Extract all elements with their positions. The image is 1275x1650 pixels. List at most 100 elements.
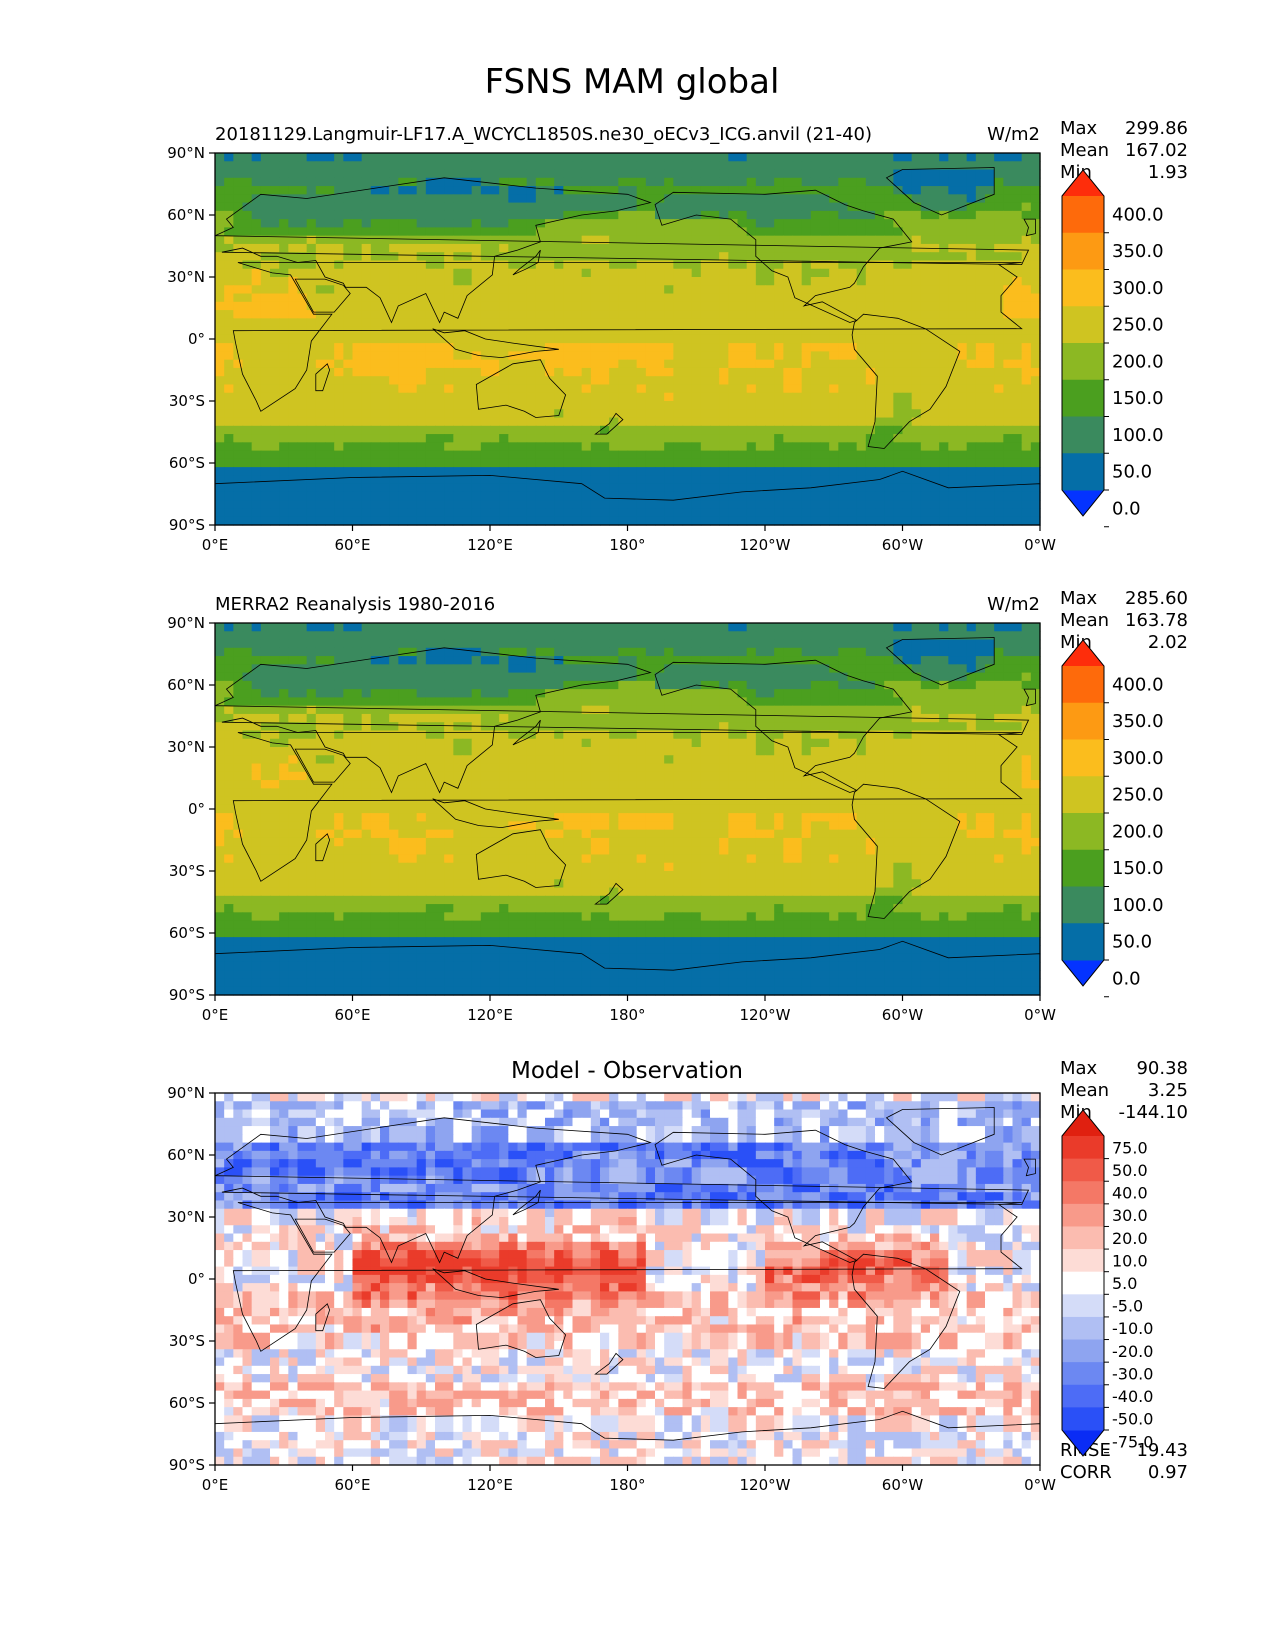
field-cell [966, 310, 977, 319]
field-cell [875, 268, 885, 278]
field-cell [710, 483, 720, 493]
field-cell [710, 359, 720, 369]
field-cell [801, 491, 812, 501]
field-cell [728, 260, 739, 270]
field-cell [801, 351, 812, 361]
field-cell [847, 285, 858, 295]
field-cell [499, 417, 509, 427]
field-cell [325, 425, 335, 435]
field-cell [875, 310, 885, 319]
field-cell [334, 351, 344, 361]
field-cell [645, 467, 656, 476]
field-cell [297, 310, 308, 319]
field-cell [370, 343, 381, 352]
field-cell [499, 467, 509, 476]
field-cell [765, 409, 775, 419]
field-cell [297, 483, 308, 493]
field-cell [1012, 689, 1023, 698]
field-cell [490, 508, 500, 518]
field-cell [838, 177, 849, 187]
field-cell [297, 376, 308, 386]
field-cell [820, 647, 830, 657]
field-cell [875, 647, 885, 657]
field-cell [655, 210, 665, 220]
field-cell [581, 647, 592, 657]
field-cell [462, 401, 473, 410]
field-cell [829, 689, 839, 698]
field-cell [856, 664, 867, 674]
field-cell [380, 680, 390, 690]
field-cell [425, 285, 436, 295]
field-cell [655, 458, 665, 468]
field-cell [380, 483, 390, 493]
field-cell [1030, 210, 1041, 220]
field-cell [444, 434, 454, 443]
field-cell [572, 384, 583, 394]
field-cell [260, 639, 271, 649]
field-cell [590, 664, 601, 674]
field-cell [425, 326, 436, 336]
field-cell [682, 483, 693, 493]
field-cell [856, 293, 867, 303]
field-cell [279, 243, 289, 253]
field-cell [682, 243, 693, 253]
field-cell [288, 384, 299, 394]
field-cell [673, 442, 684, 452]
field-cell [920, 194, 931, 204]
field-cell [783, 210, 794, 220]
field-cell [398, 491, 409, 501]
field-cell [563, 434, 574, 443]
field-cell [499, 491, 509, 501]
field-cell [1012, 268, 1023, 278]
field-cell [389, 194, 399, 204]
field-cell [1030, 243, 1041, 253]
field-cell [233, 516, 244, 526]
field-cell [1021, 672, 1032, 682]
field-cell [490, 177, 500, 187]
field-cell [242, 656, 253, 665]
field-cell [636, 475, 647, 485]
field-cell [930, 516, 940, 526]
field-cell [948, 623, 959, 632]
field-cell [774, 656, 784, 665]
field-cell [590, 475, 601, 485]
field-cell [655, 376, 665, 386]
field-cell [224, 260, 234, 270]
field-cell [361, 491, 372, 501]
field-cell [279, 467, 289, 476]
field-cell [554, 631, 564, 641]
field-cell [627, 351, 638, 361]
field-cell [499, 409, 509, 419]
field-cell [985, 434, 995, 443]
field-cell [920, 672, 931, 682]
field-cell [389, 219, 399, 228]
field-cell [416, 334, 427, 344]
field-cell [893, 672, 904, 682]
field-cell [820, 516, 830, 526]
field-cell [975, 310, 986, 319]
field-cell [480, 153, 491, 162]
field-cell [847, 235, 858, 245]
field-cell [975, 285, 986, 295]
field-cell [242, 442, 253, 452]
field-cell [655, 161, 665, 171]
field-cell [893, 252, 904, 262]
field-cell [563, 697, 574, 707]
field-cell [380, 434, 390, 443]
field-cell [700, 343, 711, 352]
field-cell [820, 434, 830, 443]
field-cell [453, 177, 464, 187]
field-cell [325, 647, 335, 657]
field-cell [215, 202, 225, 212]
field-cell [691, 376, 702, 386]
field-cell [755, 367, 766, 377]
field-cell [774, 647, 784, 657]
field-cell [948, 310, 959, 319]
field-cell [590, 697, 601, 707]
field-cell [975, 268, 986, 278]
field-cell [655, 268, 665, 278]
field-cell [545, 458, 555, 468]
field-cell [325, 202, 335, 212]
field-cell [930, 326, 940, 336]
field-cell [774, 310, 784, 319]
